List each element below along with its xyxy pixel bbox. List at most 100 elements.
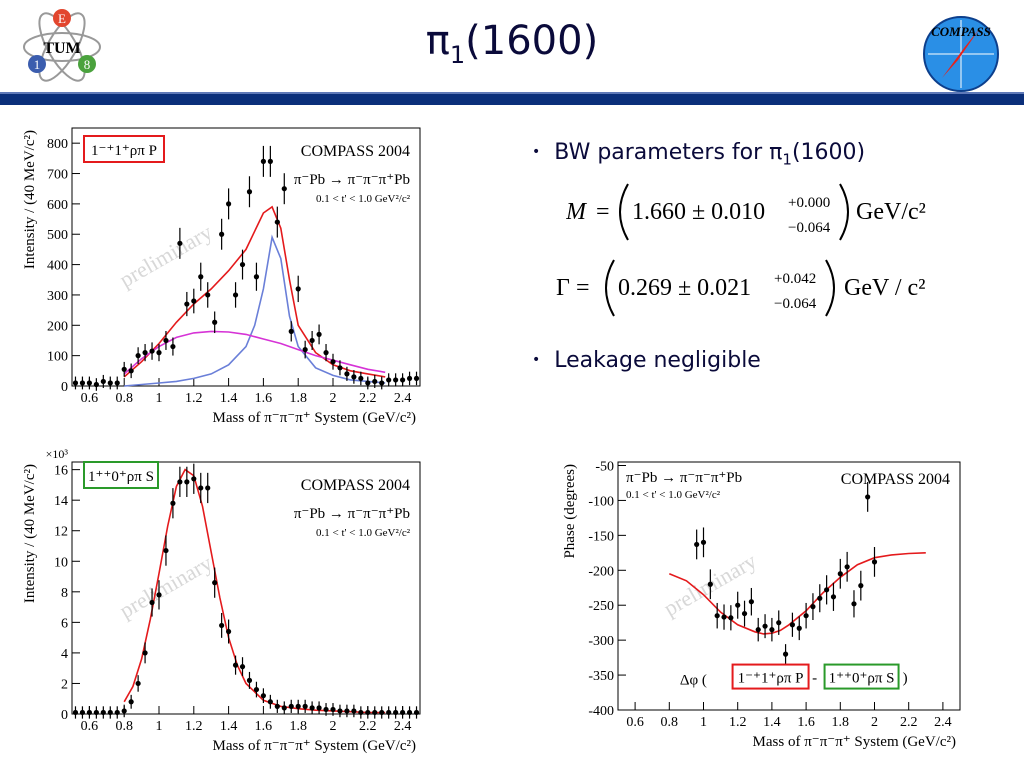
title-rule <box>0 92 1024 105</box>
mass-value: 1.660 ± 0.010 <box>632 199 765 225</box>
data-point <box>351 708 357 714</box>
width-down-error: −0.064 <box>774 296 817 312</box>
y-axis-label: Intensity / (40 MeV/c²) <box>22 464 38 603</box>
x-tick-label: 1.4 <box>220 391 238 406</box>
data-point <box>198 485 204 491</box>
data-point <box>142 350 148 356</box>
data-point <box>246 677 253 683</box>
compass-logo: COMPASS <box>920 12 1002 92</box>
data-point <box>748 599 754 605</box>
y-tick-label: 100 <box>47 350 68 365</box>
data-point <box>260 158 266 164</box>
y-tick-label: 6 <box>61 616 68 631</box>
equals-sign: = <box>596 199 610 225</box>
data-point <box>93 709 99 716</box>
y-tick-label: -50 <box>595 459 614 474</box>
data-point <box>316 331 322 337</box>
data-point <box>121 708 127 714</box>
x-axis-label: Mass of π⁻π⁻π⁺ System (GeV/c²) <box>213 738 416 754</box>
data-point <box>393 709 399 716</box>
y-tick-label: 800 <box>47 137 68 152</box>
phase-wave-b: 1⁺⁺0⁺ρπ S <box>829 671 895 687</box>
compass-logo-name: COMPASS <box>931 24 991 39</box>
data-point <box>337 365 343 371</box>
y-tick-label: 300 <box>47 289 68 304</box>
y-tick-label: 2 <box>61 677 68 692</box>
data-point <box>93 381 99 388</box>
mass-up-error: +0.000 <box>788 195 830 211</box>
x-tick-label: 2.4 <box>394 719 412 734</box>
data-point <box>358 375 364 382</box>
compass-needle-icon <box>942 28 980 78</box>
data-point <box>274 703 280 709</box>
data-point <box>302 703 308 709</box>
data-point <box>219 622 225 629</box>
bullet-dot: • <box>532 144 541 160</box>
x-tick-label: 2 <box>330 391 337 406</box>
x-tick-label: 2.2 <box>359 719 377 734</box>
mass-down-error: −0.064 <box>788 220 831 236</box>
data-point <box>851 601 857 607</box>
phase-label-suffix: ) <box>903 671 908 687</box>
plot-frame <box>71 461 421 715</box>
data-point <box>156 592 162 598</box>
data-point <box>830 594 837 600</box>
data-point <box>184 479 190 485</box>
bullet-dot: • <box>532 352 541 368</box>
tum-logo: E 1 8 TUM <box>20 6 104 88</box>
width-unit: GeV / c² <box>844 275 925 301</box>
data-point <box>205 485 211 491</box>
data-point <box>281 705 287 711</box>
data-point <box>700 539 707 545</box>
phase-label-prefix: Δφ ( <box>680 673 707 689</box>
x-tick-label: 0.6 <box>81 719 99 734</box>
data-point <box>156 350 162 356</box>
left-paren <box>619 183 629 241</box>
right-paren <box>839 183 849 241</box>
tum-logo-1: 1 <box>34 57 41 72</box>
y-tick-label: -200 <box>588 564 614 579</box>
tcut-label: 0.1 < t' < 1.0 GeV²/c² <box>316 193 411 205</box>
data-point <box>844 564 850 570</box>
wave-label-box <box>83 135 165 163</box>
data-point <box>858 583 864 589</box>
tum-logo-1-dot <box>28 55 46 73</box>
data-point <box>142 650 148 656</box>
data-point <box>365 380 371 386</box>
data-point <box>323 706 329 713</box>
data-point <box>741 610 748 617</box>
width-equation: Γ = 0.269 ± 0.021 +0.042 −0.064 GeV / c² <box>556 256 976 320</box>
y-tick-label: -250 <box>588 599 614 614</box>
reaction-label: π⁻Pb → π⁻π⁻π⁺Pb <box>294 172 410 188</box>
y-tick-label: 8 <box>61 586 68 601</box>
data-point <box>406 709 413 716</box>
x-tick-label: 0.8 <box>661 715 679 730</box>
x-tick-label: 1.8 <box>832 715 850 730</box>
data-point <box>239 261 246 268</box>
x-tick-label: 2 <box>871 715 878 730</box>
y-axis-label: Intensity / (40 MeV/c²) <box>22 130 38 269</box>
x-tick-label: 1.6 <box>255 391 273 406</box>
data-point <box>253 686 260 693</box>
data-point <box>191 298 197 304</box>
data-point <box>400 377 406 383</box>
tum-logo-e-dot <box>53 9 71 27</box>
x-tick-label: 2 <box>330 719 337 734</box>
x-tick-label: 1.6 <box>255 719 273 734</box>
phase-sep: - <box>812 671 817 687</box>
data-point <box>149 599 155 606</box>
x-tick-label: 1.2 <box>185 391 203 406</box>
data-point <box>121 366 127 372</box>
data-point <box>755 627 761 633</box>
left-paren <box>605 259 615 317</box>
data-point <box>406 375 413 382</box>
data-point <box>735 602 741 608</box>
phase-wave-a: 1⁻⁺1⁺ρπ P <box>738 671 804 687</box>
data-point <box>776 620 782 626</box>
y-tick-label: -350 <box>588 669 614 684</box>
data-point <box>72 709 79 716</box>
data-point <box>386 709 392 716</box>
data-point <box>198 274 204 280</box>
data-point <box>274 219 280 225</box>
